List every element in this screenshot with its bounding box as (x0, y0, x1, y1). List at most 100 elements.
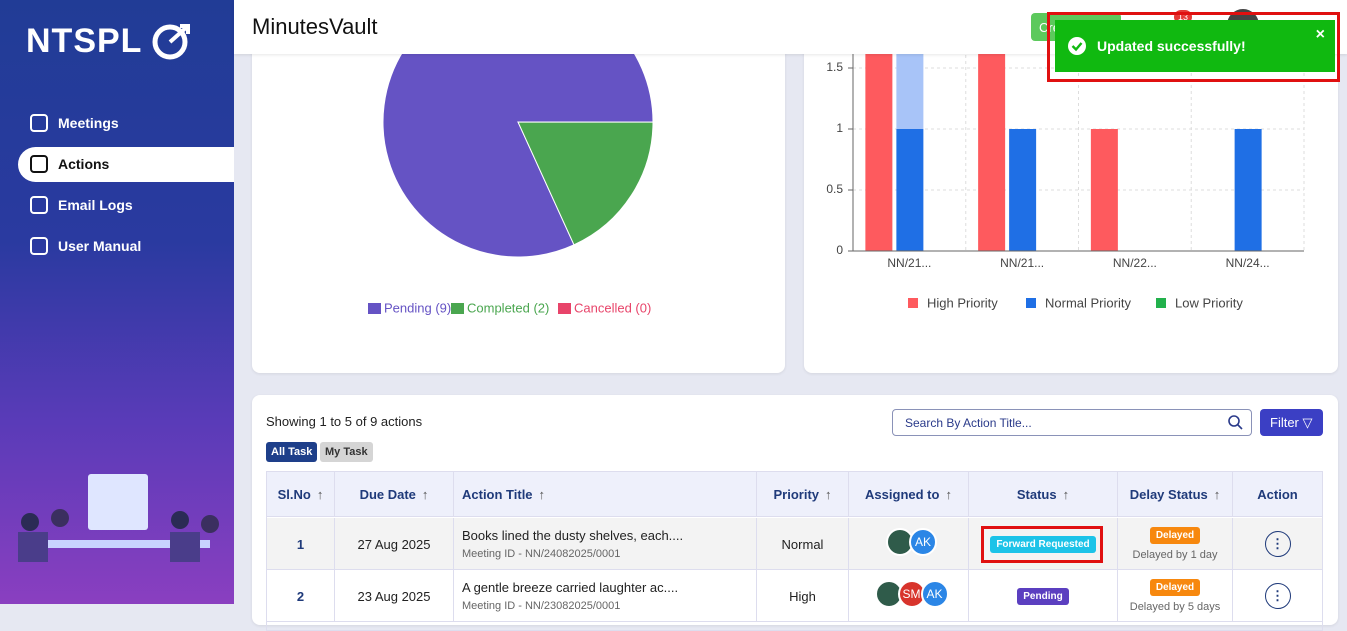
legend-swatch (908, 298, 918, 308)
toast-icon (1068, 37, 1086, 55)
action-menu[interactable]: ⋮ (1264, 531, 1291, 557)
action-title: Books lined the dusty shelves, each.... (462, 528, 684, 543)
status-badge: Forward Requested (990, 535, 1096, 553)
table-card: Showing 1 to 5 of 9 actions All Task My … (252, 395, 1338, 631)
table-cell: 2 (267, 570, 335, 622)
priority: Normal (781, 536, 824, 552)
brand-logo (152, 24, 190, 60)
column-title: Action (1257, 487, 1298, 502)
table-cell: ⋮ (1233, 570, 1323, 622)
y-tick-label: 0 (836, 243, 843, 257)
search-placeholder: Search By Action Title... (905, 416, 1032, 430)
column-title: Priority (773, 487, 819, 502)
column-title: Delay Status (1129, 487, 1208, 502)
legend-label: High Priority (927, 295, 998, 310)
legend-swatch (558, 303, 571, 314)
nav-item[interactable]: Actions (30, 155, 109, 173)
x-tick-label: NN/22... (1113, 256, 1157, 270)
column-header: Status ↑ (969, 472, 1118, 517)
sort-icon: ↑ (316, 487, 324, 502)
legend-label: Completed (2) (467, 300, 549, 315)
table-cell: 1 (267, 518, 335, 570)
y-tick-label: 0.5 (826, 182, 843, 196)
legend-label: Pending (9) (384, 300, 451, 315)
table-cell: Normal (757, 518, 849, 570)
brand: NTSPL (26, 22, 143, 60)
action-title: A gentle breeze carried laughter ac.... (462, 580, 679, 595)
illustration (18, 474, 219, 562)
table: Sl.No ↑ Due Date ↑ Action Title ↑ Priority ↑ Ass… (266, 471, 1323, 631)
legend-swatch (1156, 298, 1166, 308)
sort-icon: ↑ (945, 487, 952, 502)
app-title: MinutesVault (252, 14, 378, 39)
toast-close[interactable]: × (1315, 26, 1325, 43)
toast: Updated successfully! × (1055, 20, 1335, 72)
sort-icon: ↑ (825, 487, 832, 502)
column-header: Due Date ↑ (335, 472, 454, 517)
column-header: Action Title ↑ (454, 472, 757, 517)
nav-item[interactable]: User Manual (30, 237, 141, 255)
meeting-id: Meeting ID - NN/24082025/0001 (462, 548, 621, 560)
pie-slice (517, 121, 654, 246)
bar (896, 129, 924, 251)
sort-icon: ↑ (538, 487, 546, 502)
bar (1009, 129, 1037, 251)
action-menu[interactable]: ⋮ (1264, 583, 1291, 609)
nav-item[interactable]: Meetings (30, 114, 119, 132)
tab[interactable]: My Task (320, 442, 373, 462)
column-title: Assigned to (865, 487, 940, 502)
avatar: AK (909, 528, 937, 556)
serial: 1 (296, 536, 305, 552)
bar (1234, 129, 1262, 251)
column-title: Sl.No (277, 487, 311, 502)
delay-badge: Delayed (1149, 527, 1201, 544)
table-cell: A gentle breeze carried laughter ac.... M… (454, 570, 757, 622)
table-cell: High (757, 570, 849, 622)
x-tick-label: NN/24... (1226, 256, 1270, 270)
search-icon (1228, 415, 1243, 430)
y-tick-label: 1.5 (826, 60, 843, 74)
tab[interactable]: All Task (266, 442, 318, 462)
column-header: Priority ↑ (757, 472, 849, 517)
table-cell: Books lined the dusty shelves, each.... M… (454, 518, 757, 570)
table-row: 2 23 Aug 2025 A gentle breeze carried laug… (267, 570, 1323, 622)
due-date: 27 Aug 2025 (357, 536, 431, 552)
legend-swatch (368, 303, 381, 314)
table-header: Sl.No ↑ Due Date ↑ Action Title ↑ Priority ↑ Ass… (267, 472, 1323, 517)
meeting-id: Meeting ID - NN/23082025/0001 (462, 600, 621, 612)
delay-note: Delayed by 5 days (1129, 601, 1221, 613)
active-nav-bg (18, 147, 234, 182)
serial: 2 (296, 588, 305, 604)
table-cell: Forward Requested (969, 518, 1118, 570)
legend-swatch (1026, 298, 1036, 308)
nav-item[interactable]: Email Logs (30, 196, 133, 214)
table-cell: Delayed Delayed by 5 days (1118, 570, 1233, 622)
nav-label: Email Logs (58, 197, 133, 213)
status-badge: Pending (1017, 587, 1069, 605)
column-header: Delay Status ↑ (1118, 472, 1233, 517)
sidebar: NTSPL Meetings Actions Email Logs User M… (0, 0, 234, 604)
table-cell: SM AK (849, 570, 969, 622)
nav-label: Actions (58, 156, 110, 172)
sort-icon: ↑ (1213, 487, 1221, 502)
bar (1090, 129, 1118, 251)
delay-badge: Delayed (1149, 579, 1201, 596)
column-title: Status (1016, 487, 1057, 502)
search-input[interactable]: Search By Action Title... (892, 409, 1252, 436)
pie-chart: Pending (9) Completed (2) Cancelled (0) (368, 0, 654, 315)
legend-swatch (451, 303, 464, 314)
column-title: Due Date (359, 487, 416, 502)
summary: Showing 1 to 5 of 9 actions (266, 414, 423, 429)
table-cell: 27 Aug 2025 (335, 518, 454, 570)
filter-button[interactable]: Filter ▽ (1260, 409, 1323, 436)
table-cell: Pending (969, 570, 1118, 622)
sort-icon: ↑ (421, 487, 429, 502)
delay-note: Delayed by 1 day (1132, 549, 1218, 561)
legend-label: Low Priority (1175, 295, 1243, 310)
legend-label: Normal Priority (1045, 295, 1131, 310)
y-tick-label: 1 (836, 121, 843, 135)
nav-label: Meetings (58, 115, 119, 131)
sort-icon: ↑ (1062, 487, 1070, 502)
toast-message: Updated successfully! (1097, 38, 1246, 54)
